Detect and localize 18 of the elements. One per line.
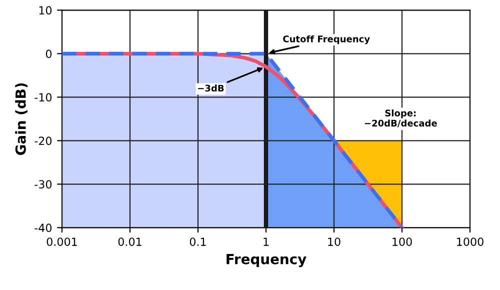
x-tick-label: 10 xyxy=(328,238,340,246)
annotation: −3dB xyxy=(198,84,224,92)
annotation: Slope: −20dB/decade xyxy=(364,109,437,128)
x-axis-title: Frequency xyxy=(226,254,306,268)
x-tick-label: 0.001 xyxy=(46,238,77,246)
x-tick-label: 1 xyxy=(264,238,269,246)
y-tick-label: -40 xyxy=(34,224,52,232)
annotation: Cutoff Frequency xyxy=(283,35,370,44)
y-axis-title: Gain (dB) xyxy=(15,83,28,155)
x-tick-label: 0.01 xyxy=(118,238,142,246)
x-tick-label: 0.1 xyxy=(190,238,206,246)
y-tick-label: -30 xyxy=(34,180,52,189)
y-tick-label: -10 xyxy=(34,93,52,102)
x-tick-label: 1000 xyxy=(457,238,484,246)
y-tick-label: 0 xyxy=(46,50,52,58)
x-tick-label: 100 xyxy=(392,238,412,246)
y-tick-label: -20 xyxy=(34,136,52,146)
y-tick-label: 10 xyxy=(39,6,52,15)
